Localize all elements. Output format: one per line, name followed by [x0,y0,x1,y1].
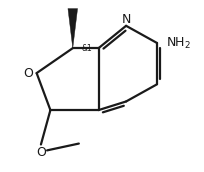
Text: N: N [121,13,131,26]
Text: &1: &1 [82,44,93,53]
Text: NH$_2$: NH$_2$ [166,35,191,51]
Polygon shape [68,9,78,48]
Text: O: O [36,146,46,159]
Text: O: O [23,67,33,80]
